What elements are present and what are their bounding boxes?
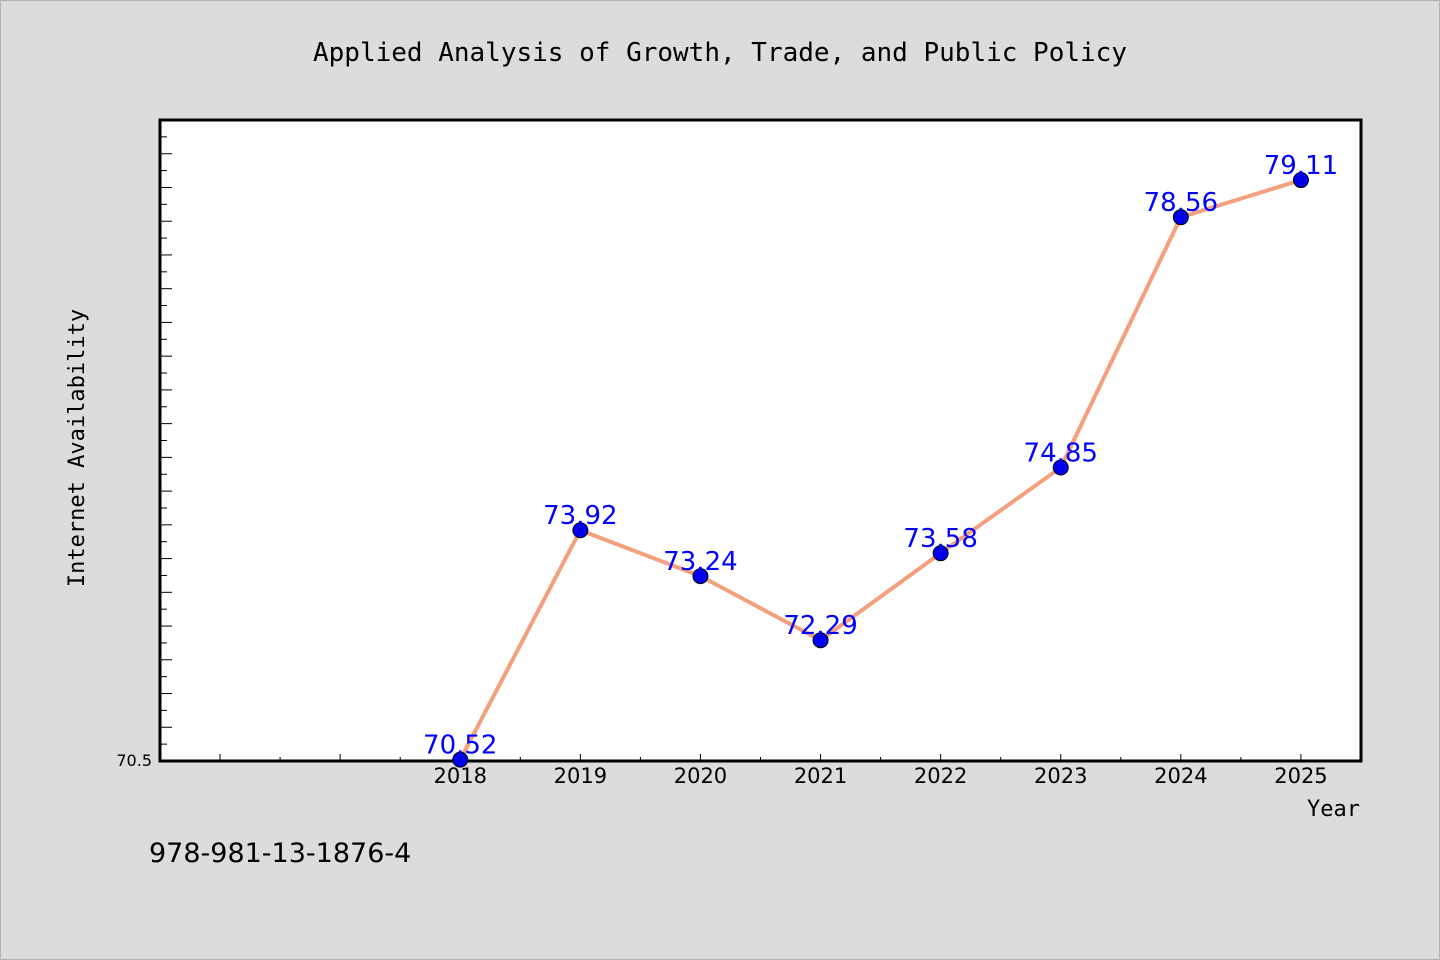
- data-label: 79.11: [1264, 151, 1338, 181]
- data-label: 72.29: [783, 611, 857, 641]
- x-tick-label: 2018: [434, 764, 487, 788]
- x-tick-label: 2020: [674, 764, 727, 788]
- data-label: 78.56: [1144, 188, 1218, 218]
- series-line: [458, 178, 1302, 761]
- isbn-text: 978-981-13-1876-4: [149, 838, 411, 869]
- data-label: 74.85: [1024, 438, 1098, 468]
- plot-area: [158, 118, 1363, 763]
- data-point-marker: [812, 632, 829, 649]
- x-tick-label: 2025: [1274, 764, 1327, 788]
- data-point-marker: [572, 522, 589, 539]
- chart-title: Applied Analysis of Growth, Trade, and P…: [313, 38, 1127, 68]
- y-tick-label-min: 70.5: [116, 751, 152, 770]
- data-point-marker: [932, 545, 949, 562]
- x-axis-label: Year: [1307, 797, 1360, 822]
- y-axis-ticks: [160, 119, 172, 762]
- data-point-marker: [1052, 459, 1069, 476]
- data-label: 70.52: [423, 731, 497, 761]
- data-point-marker: [692, 568, 709, 585]
- x-tick-label: 2019: [554, 764, 607, 788]
- x-tick-label: 2021: [794, 764, 847, 788]
- data-point-marker: [1292, 172, 1309, 189]
- x-tick-label: 2022: [914, 764, 967, 788]
- y-axis-label: Internet Availability: [65, 309, 90, 587]
- data-label: 73.92: [543, 501, 617, 531]
- x-axis-tick-labels: 2018 2019 2020 2021 2022 2023 2024 2025: [434, 764, 1328, 788]
- data-point-marker: [452, 751, 469, 768]
- x-tick-label: 2024: [1154, 764, 1207, 788]
- data-point-marker: [1172, 209, 1189, 226]
- data-label: 73.24: [663, 547, 737, 577]
- data-label: 73.58: [903, 524, 977, 554]
- series-line-group: 70.52 73.92 73.24 72.29 73.58 74.85 78.56 79.11: [423, 151, 1338, 768]
- x-tick-label: 2023: [1034, 764, 1087, 788]
